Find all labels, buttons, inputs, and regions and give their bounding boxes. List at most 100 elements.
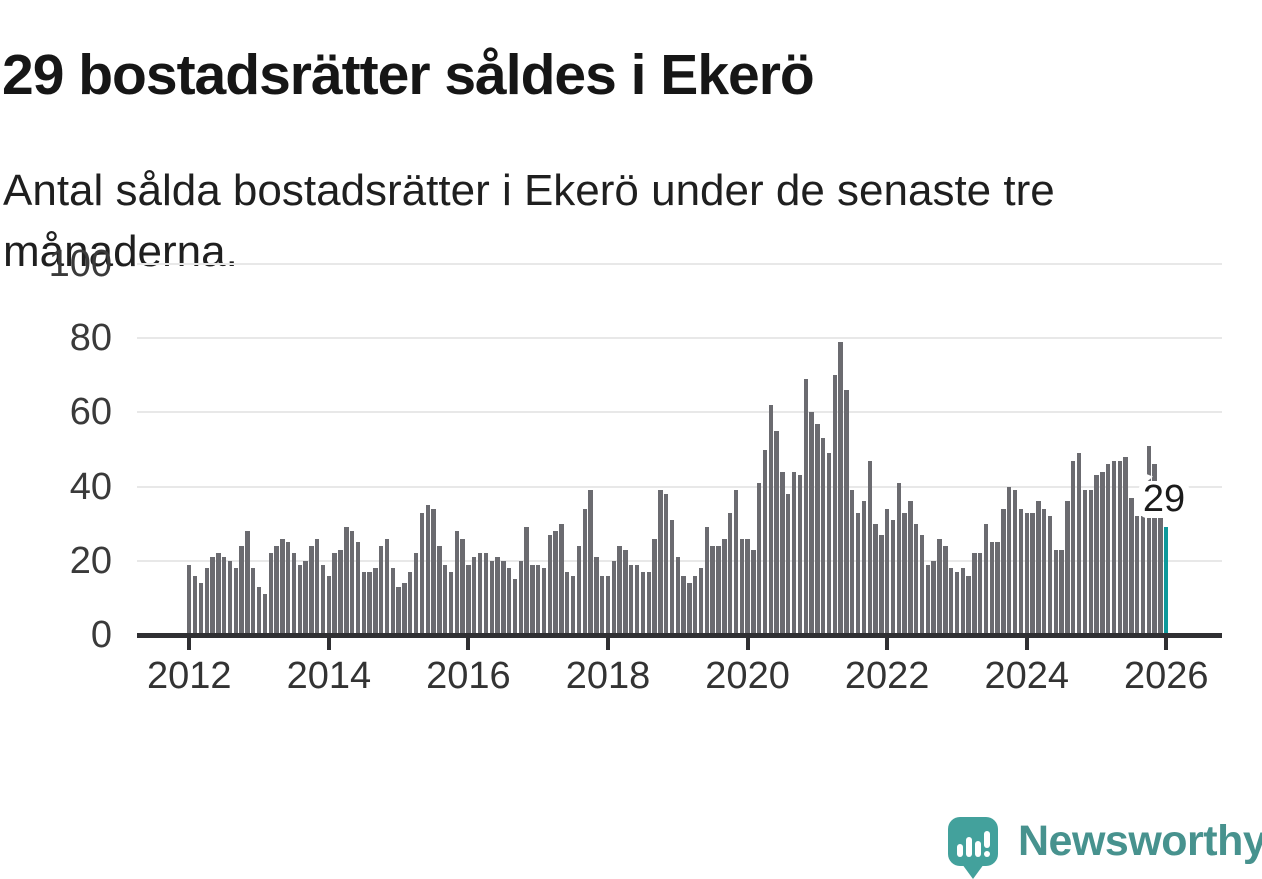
month-bar — [274, 545, 279, 635]
month-bar — [245, 531, 250, 635]
month-bar — [1082, 490, 1088, 635]
month-bar — [698, 568, 704, 635]
month-bar — [460, 538, 465, 635]
month-bar — [1158, 512, 1163, 635]
month-bar — [1030, 512, 1035, 635]
logo-bar-icon — [965, 837, 972, 857]
month-bar — [472, 557, 477, 635]
month-bar — [931, 560, 936, 635]
month-bar — [669, 519, 675, 635]
month-bar — [1018, 508, 1024, 635]
month-bar — [1088, 490, 1093, 635]
month-bar — [1024, 512, 1029, 635]
y-axis-label: 100 — [48, 243, 112, 285]
month-bar — [338, 549, 343, 635]
month-bar — [413, 553, 419, 635]
month-bar — [570, 575, 576, 635]
month-bar — [442, 564, 448, 635]
month-bar — [774, 430, 779, 635]
x-axis-tick — [466, 636, 471, 650]
month-bar — [309, 545, 314, 635]
month-bar — [320, 564, 326, 635]
month-bar — [437, 545, 442, 635]
month-bar — [448, 571, 454, 635]
gridline — [137, 337, 1222, 340]
month-bar — [710, 545, 715, 635]
month-bar — [198, 583, 204, 635]
x-axis-line — [137, 633, 1222, 638]
month-bar — [820, 438, 826, 635]
month-bar — [355, 542, 361, 635]
month-bar — [623, 549, 628, 635]
month-bar — [489, 560, 494, 635]
month-bar — [815, 423, 820, 635]
month-bar — [425, 505, 430, 635]
month-bar — [361, 571, 366, 635]
latest-value-callout: 29 — [1139, 480, 1189, 518]
month-bar — [832, 375, 837, 635]
month-bar — [1071, 460, 1076, 635]
month-bar — [1111, 460, 1117, 635]
month-bar — [1129, 497, 1134, 635]
month-bar — [1001, 508, 1006, 635]
logo-exclamation-icon — [983, 831, 990, 857]
month-bar — [349, 531, 355, 635]
x-axis-label: 2024 — [984, 655, 1069, 697]
month-bar — [495, 557, 500, 635]
gridline — [137, 485, 1222, 488]
month-bar — [536, 564, 541, 635]
month-bar — [693, 575, 698, 635]
month-bar — [652, 538, 657, 635]
x-axis-label: 2020 — [705, 655, 790, 697]
month-bar — [948, 568, 954, 635]
month-bar — [1059, 549, 1064, 635]
month-bar — [1041, 508, 1047, 635]
month-bar — [192, 575, 198, 635]
month-bar — [937, 538, 942, 635]
month-bar — [553, 531, 558, 635]
month-bar — [995, 542, 1000, 635]
x-axis-tick — [1164, 636, 1169, 650]
month-bar — [541, 568, 547, 635]
month-bar — [826, 453, 832, 635]
month-bar — [227, 560, 233, 635]
month-bar — [855, 512, 861, 635]
gridline — [137, 263, 1222, 265]
x-axis-tick — [1024, 636, 1029, 650]
month-bar — [1135, 516, 1140, 635]
month-bar — [867, 460, 872, 635]
month-bar — [896, 482, 901, 635]
month-bar — [233, 568, 238, 635]
month-bar — [297, 564, 302, 635]
month-bar — [873, 523, 878, 635]
month-bar — [914, 523, 919, 635]
month-bar — [733, 490, 739, 635]
month-bar — [530, 564, 535, 635]
month-bar — [315, 538, 320, 635]
month-bar — [850, 490, 855, 635]
month-bar — [390, 568, 396, 635]
month-bar — [262, 594, 268, 635]
month-bar — [256, 586, 262, 635]
month-bar — [332, 553, 337, 635]
month-bar — [408, 571, 413, 635]
month-bar — [646, 571, 651, 635]
month-bar — [582, 508, 587, 635]
month-bar — [506, 568, 512, 635]
month-bar — [268, 553, 273, 635]
month-bar — [960, 568, 965, 635]
month-bar — [501, 560, 506, 635]
month-bar — [902, 512, 907, 635]
month-bar — [908, 501, 913, 635]
month-bar — [978, 553, 983, 635]
month-bar — [658, 490, 663, 635]
month-bar — [739, 538, 744, 635]
month-bar — [879, 534, 884, 635]
month-bar — [983, 523, 989, 635]
month-bar — [204, 568, 209, 635]
month-bar — [565, 571, 570, 635]
month-bar — [611, 560, 617, 635]
y-axis-label: 80 — [69, 317, 112, 360]
